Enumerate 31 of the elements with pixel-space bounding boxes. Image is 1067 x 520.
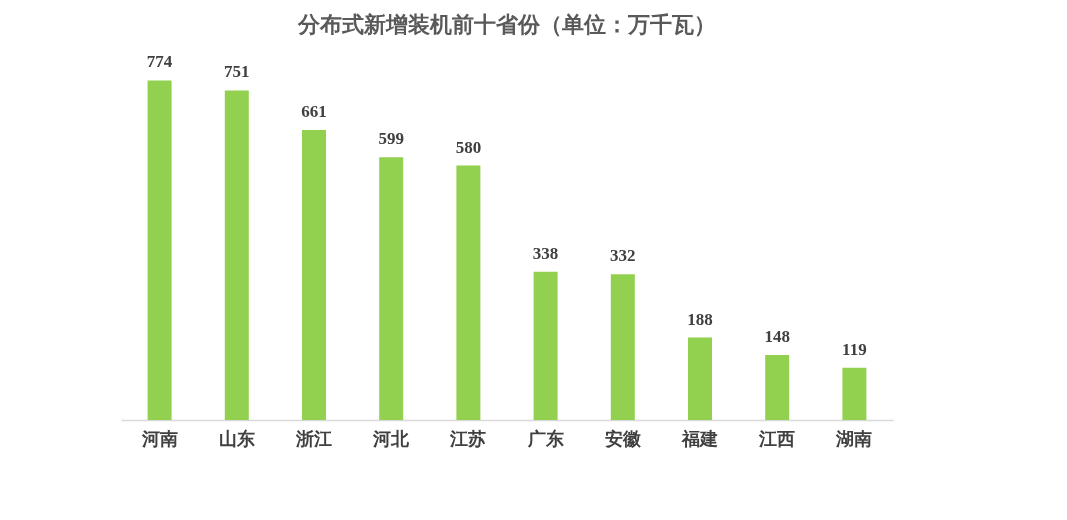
x-tick-label: 江西 [758, 428, 796, 449]
bar [765, 355, 790, 420]
x-tick-label: 河南 [140, 428, 178, 449]
data-label: 332 [610, 246, 636, 266]
bar [842, 367, 867, 420]
bar [456, 165, 481, 420]
data-label: 661 [301, 101, 327, 121]
data-label: 119 [842, 339, 867, 359]
data-label: 751 [224, 62, 250, 82]
bar [147, 80, 172, 420]
data-label: 188 [687, 309, 713, 329]
data-label: 774 [146, 52, 173, 72]
bar [533, 271, 558, 420]
x-tick-label: 安徽 [604, 428, 642, 449]
x-tick-label: 福建 [681, 428, 718, 449]
bar [302, 129, 326, 420]
x-tick-label: 湖南 [835, 428, 873, 449]
x-tick-label: 河北 [372, 428, 411, 449]
x-tick-label: 广东 [526, 428, 564, 449]
chart-title: 分布式新增装机前十省份（单位：万千瓦） [297, 12, 716, 38]
data-label: 338 [532, 243, 559, 263]
bar [688, 337, 712, 420]
data-label: 599 [378, 129, 404, 149]
data-label: 148 [764, 327, 790, 347]
x-tick-label: 浙江 [295, 428, 332, 449]
x-tick-label: 山东 [218, 428, 255, 449]
data-label: 580 [455, 137, 482, 157]
bar [610, 274, 635, 420]
bar [379, 157, 404, 420]
bar [224, 90, 249, 420]
x-tick-label: 江苏 [449, 428, 487, 449]
